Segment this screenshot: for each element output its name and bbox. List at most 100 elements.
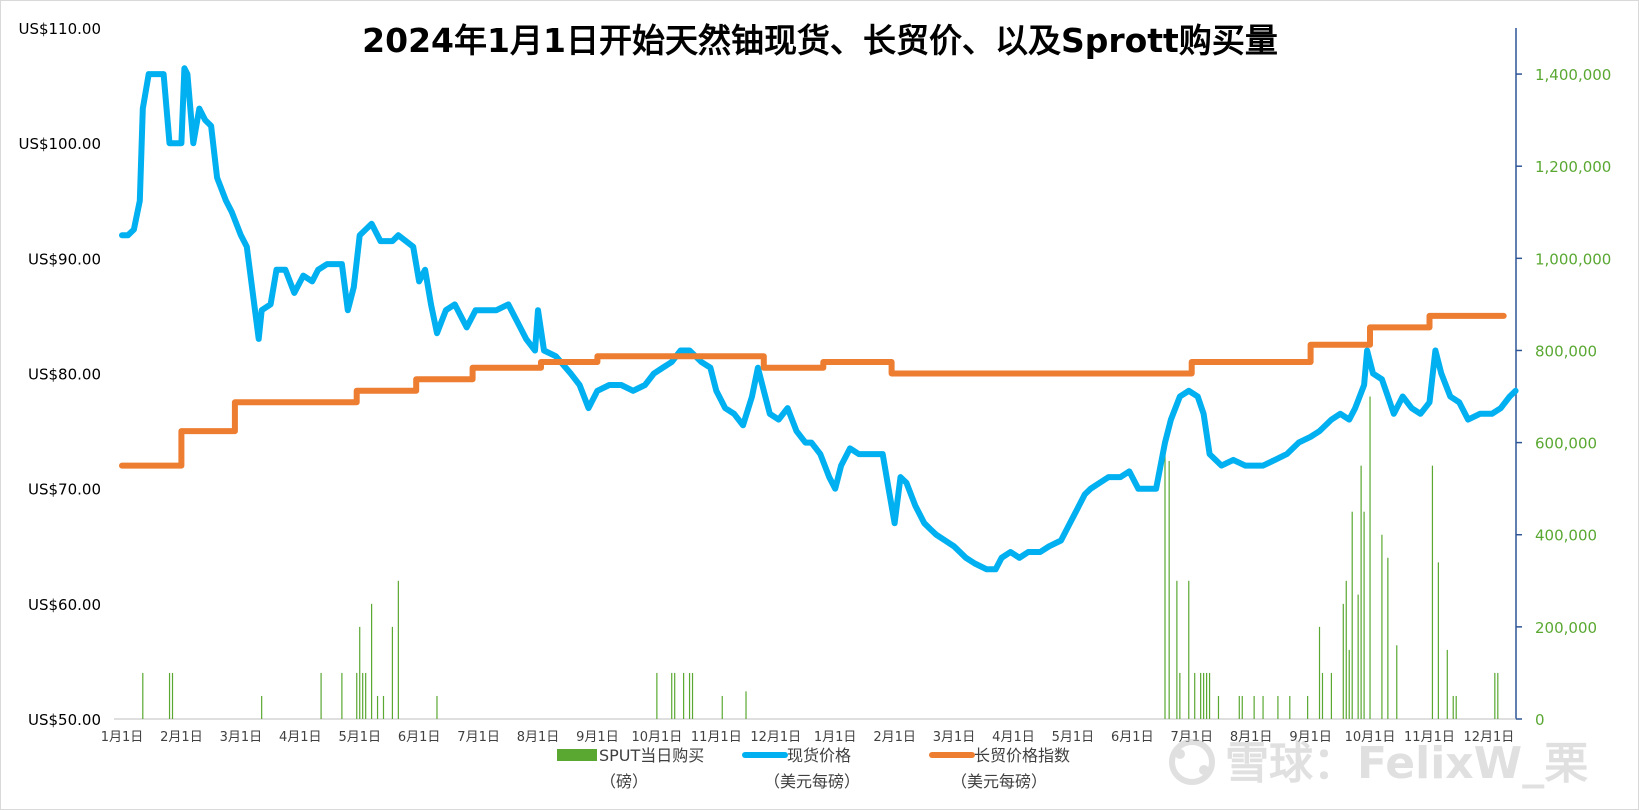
legend: SPUT当日购买 （磅） 现货价格 （美元每磅） 长贸价格指数 （美元每磅）	[557, 746, 1070, 791]
sput-bar	[1455, 695, 1457, 719]
right-tick-label: 1,200,000	[1535, 158, 1611, 176]
sput-bar	[1277, 695, 1279, 719]
sput-bar	[1200, 672, 1202, 719]
watermark: 雪球：FelixW_栗	[1169, 738, 1588, 789]
sput-bar	[1176, 580, 1178, 719]
x-tick-label: 10月1日	[1345, 730, 1396, 745]
sput-bar	[688, 672, 691, 719]
sput-bar	[674, 672, 676, 719]
legend-label: SPUT当日购买	[599, 746, 704, 765]
contract-price-line	[119, 312, 1507, 469]
x-tick-label: 7月1日	[457, 730, 500, 745]
sput-bar	[1345, 580, 1347, 719]
sput-bar	[1330, 672, 1333, 719]
sput-bar	[1194, 672, 1196, 719]
sput-bar	[1205, 672, 1208, 719]
sput-bar	[168, 672, 171, 719]
x-tick-label: 6月1日	[398, 730, 441, 745]
sput-bar	[1351, 511, 1353, 719]
sput-bar	[1446, 649, 1448, 719]
legend-unit: （磅）	[600, 772, 648, 791]
x-tick-label: 3月1日	[933, 730, 976, 745]
sput-bar	[365, 672, 367, 719]
sput-bar	[376, 695, 379, 719]
x-tick-label: 10月1日	[631, 730, 682, 745]
x-tick-label: 7月1日	[1170, 730, 1213, 745]
sput-bar	[1217, 695, 1220, 719]
right-tick-label: 600,000	[1535, 435, 1597, 453]
left-tick-label: US$90.00	[28, 250, 101, 268]
x-axis: 1月1日 2月1日 3月1日 4月1日 5月1日 6月1日 7月1日 8月1日 9月1日 10月1…	[101, 718, 1516, 745]
right-tick-label: 1,000,000	[1535, 250, 1611, 268]
spot-price-line	[119, 65, 1519, 573]
sput-bar	[1164, 433, 1166, 719]
sput-bar	[1342, 603, 1344, 719]
x-tick-label: 6月1日	[1111, 730, 1154, 745]
sput-bar	[721, 695, 723, 719]
sput-bar	[691, 672, 694, 719]
sput-bar	[436, 695, 438, 719]
right-tick-label: 800,000	[1535, 342, 1597, 360]
right-axis: 0 200,000 400,000 600,000 800,000 1,000,000 1,…	[1515, 28, 1611, 729]
x-tick-label: 2月1日	[160, 730, 203, 745]
left-tick-label: US$100.00	[18, 135, 101, 153]
sput-bar	[391, 626, 394, 719]
x-tick-label: 12月1日	[1463, 730, 1514, 745]
sput-bar	[745, 691, 747, 719]
sput-bar	[1253, 695, 1255, 719]
legend-swatch	[557, 749, 597, 761]
sput-bar	[1497, 672, 1499, 719]
left-tick-label: US$60.00	[28, 596, 101, 614]
sput-bar	[261, 695, 263, 719]
sput-bar	[341, 672, 343, 719]
watermark-text: 雪球：FelixW_栗	[1225, 738, 1588, 789]
sput-bar	[171, 672, 174, 719]
legend-unit: （美元每磅）	[951, 772, 1047, 791]
sput-bar	[359, 626, 361, 719]
sput-bars	[142, 396, 1499, 719]
x-tick-label: 8月1日	[517, 730, 560, 745]
sput-bar	[1437, 562, 1439, 719]
legend-label: 现货价格	[787, 746, 851, 765]
price-lines	[119, 65, 1519, 573]
sput-bar	[1188, 580, 1190, 719]
sput-bar	[1203, 672, 1205, 719]
x-tick-label: 4月1日	[279, 730, 322, 745]
sput-bar	[371, 603, 373, 719]
sput-bar	[1494, 672, 1496, 719]
legend-label: 长贸价格指数	[974, 746, 1070, 765]
sput-bar	[1179, 672, 1181, 719]
x-tick-label: 9月1日	[1289, 730, 1332, 745]
sput-bar	[382, 695, 385, 719]
sput-bar	[1348, 649, 1350, 719]
left-tick-label: US$80.00	[28, 366, 101, 384]
x-tick-label: 1月1日	[101, 730, 144, 745]
left-axis: US$50.00 US$60.00 US$70.00 US$80.00 US$90.00…	[18, 20, 101, 729]
sput-bar	[671, 672, 673, 719]
x-tick-label: 8月1日	[1230, 730, 1273, 745]
x-tick-label: 2月1日	[873, 730, 916, 745]
sput-bar	[1387, 557, 1389, 719]
left-tick-label: US$70.00	[28, 481, 101, 499]
x-tick-label: 11月1日	[1404, 730, 1455, 745]
chart-title: 2024年1月1日开始天然铀现货、长贸价、以及Sprott购买量	[362, 21, 1278, 60]
sput-bar	[1363, 511, 1365, 719]
sput-bar	[1396, 645, 1398, 719]
sput-bar	[1357, 594, 1359, 719]
sput-bar	[1208, 672, 1211, 719]
sput-bar	[1360, 465, 1362, 719]
sput-bar	[1262, 695, 1264, 719]
right-tick-label: 400,000	[1535, 527, 1597, 545]
sput-bar	[1238, 695, 1240, 719]
x-tick-label: 4月1日	[992, 730, 1035, 745]
sput-bar	[1289, 695, 1291, 719]
x-tick-label: 1月1日	[814, 730, 857, 745]
x-tick-label: 9月1日	[576, 730, 619, 745]
right-tick-label: 1,400,000	[1535, 66, 1611, 84]
sput-bar	[1318, 626, 1321, 719]
sput-bar	[320, 672, 322, 719]
x-tick-label: 5月1日	[1052, 730, 1095, 745]
sput-bar	[656, 672, 658, 719]
x-tick-label: 11月1日	[691, 730, 742, 745]
x-tick-label: 3月1日	[220, 730, 263, 745]
